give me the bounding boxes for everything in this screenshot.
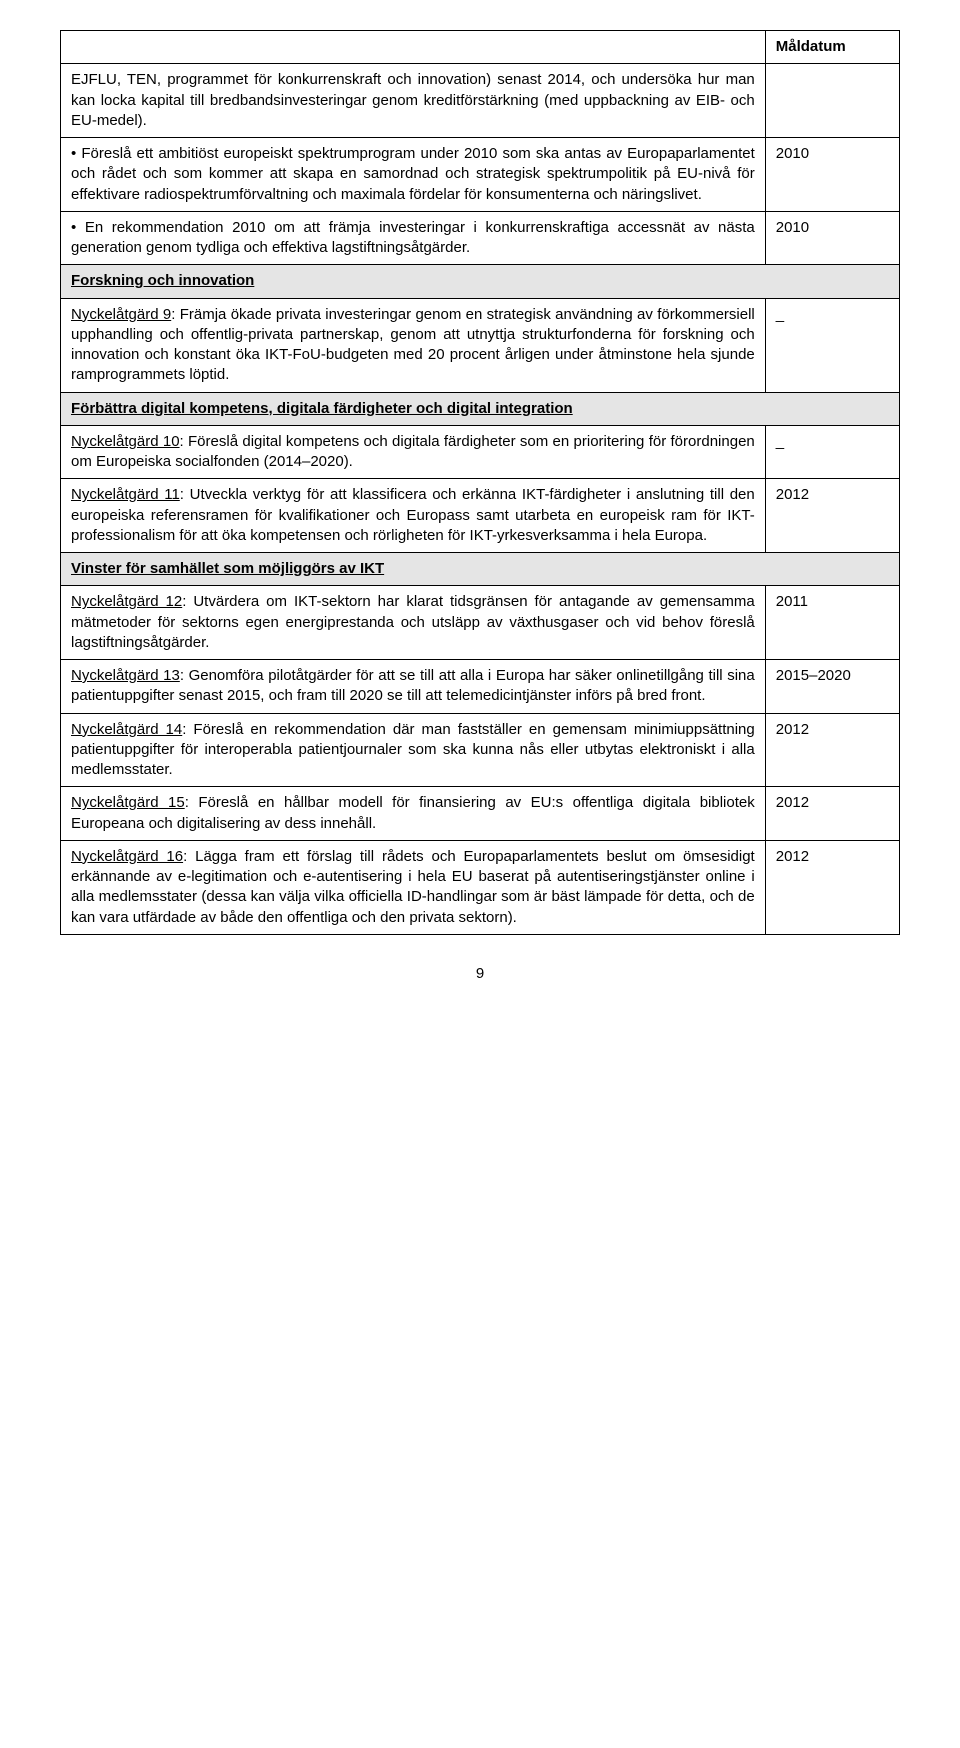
content-cell: • Föreslå ett ambitiöst europeiskt spekt… [61, 138, 766, 212]
table-row: Förbättra digital kompetens, digitala fä… [61, 392, 900, 425]
table-row: Forskning och innovation [61, 265, 900, 298]
page-number: 9 [60, 965, 900, 982]
table-row: Nyckelåtgärd 12: Utvärdera om IKT-sektor… [61, 586, 900, 660]
date-cell: 2010 [765, 138, 899, 212]
table-row: Nyckelåtgärd 13: Genomföra pilotåtgärder… [61, 660, 900, 714]
bullet-icon: • [71, 219, 85, 236]
table-row: EJFLU, TEN, programmet för konkurrenskra… [61, 64, 900, 138]
bullet-icon: • [71, 145, 81, 162]
section-heading-cell: Forskning och innovation [61, 265, 900, 298]
lead-label: Nyckelåtgärd 13 [71, 667, 180, 684]
table-row: • En rekommendation 2010 om att främja i… [61, 211, 900, 265]
content-cell: • En rekommendation 2010 om att främja i… [61, 211, 766, 265]
section-heading-cell: Förbättra digital kompetens, digitala fä… [61, 392, 900, 425]
table-row: Nyckelåtgärd 14: Föreslå en rekommendati… [61, 713, 900, 787]
lead-label: Nyckelåtgärd 14 [71, 721, 182, 738]
content-text: EJFLU, TEN, programmet för konkurrenskra… [71, 71, 755, 129]
date-cell: 2015–2020 [765, 660, 899, 714]
table-row: Nyckelåtgärd 9: Främja ökade privata inv… [61, 298, 900, 392]
policy-table-body: Måldatum EJFLU, TEN, programmet för konk… [61, 31, 900, 935]
date-cell: 2010 [765, 211, 899, 265]
policy-table: Måldatum EJFLU, TEN, programmet för konk… [60, 30, 900, 935]
date-cell: 2012 [765, 787, 899, 841]
content-cell: Nyckelåtgärd 13: Genomföra pilotåtgärder… [61, 660, 766, 714]
date-cell: 2012 [765, 479, 899, 553]
date-cell [765, 64, 899, 138]
section-heading-cell: Vinster för samhället som möjliggörs av … [61, 553, 900, 586]
header-empty-cell [61, 31, 766, 64]
date-cell: _ [765, 425, 899, 479]
content-text: : Främja ökade privata investeringar gen… [71, 306, 755, 384]
content-cell: Nyckelåtgärd 16: Lägga fram ett förslag … [61, 840, 766, 934]
content-cell: Nyckelåtgärd 10: Föreslå digital kompete… [61, 425, 766, 479]
date-cell: 2012 [765, 840, 899, 934]
date-cell: _ [765, 298, 899, 392]
lead-label: Nyckelåtgärd 12 [71, 593, 182, 610]
content-text: En rekommendation 2010 om att främja inv… [71, 219, 755, 256]
table-header-row: Måldatum [61, 31, 900, 64]
table-row: Nyckelåtgärd 15: Föreslå en hållbar mode… [61, 787, 900, 841]
content-cell: EJFLU, TEN, programmet för konkurrenskra… [61, 64, 766, 138]
table-row: Vinster för samhället som möjliggörs av … [61, 553, 900, 586]
table-row: Nyckelåtgärd 10: Föreslå digital kompete… [61, 425, 900, 479]
lead-label: Nyckelåtgärd 9 [71, 306, 171, 323]
table-row: • Föreslå ett ambitiöst europeiskt spekt… [61, 138, 900, 212]
content-cell: Nyckelåtgärd 12: Utvärdera om IKT-sektor… [61, 586, 766, 660]
table-row: Nyckelåtgärd 11: Utveckla verktyg för at… [61, 479, 900, 553]
date-cell: 2011 [765, 586, 899, 660]
header-date-cell: Måldatum [765, 31, 899, 64]
content-text: Föreslå ett ambitiöst europeiskt spektru… [71, 145, 755, 203]
lead-label: Nyckelåtgärd 11 [71, 486, 180, 503]
date-cell: 2012 [765, 713, 899, 787]
document-page: Måldatum EJFLU, TEN, programmet för konk… [0, 0, 960, 1002]
content-cell: Nyckelåtgärd 15: Föreslå en hållbar mode… [61, 787, 766, 841]
table-row: Nyckelåtgärd 16: Lägga fram ett förslag … [61, 840, 900, 934]
lead-label: Nyckelåtgärd 10 [71, 433, 180, 450]
content-cell: Nyckelåtgärd 11: Utveckla verktyg för at… [61, 479, 766, 553]
lead-label: Nyckelåtgärd 16 [71, 848, 183, 865]
lead-label: Nyckelåtgärd 15 [71, 794, 185, 811]
content-cell: Nyckelåtgärd 9: Främja ökade privata inv… [61, 298, 766, 392]
content-cell: Nyckelåtgärd 14: Föreslå en rekommendati… [61, 713, 766, 787]
